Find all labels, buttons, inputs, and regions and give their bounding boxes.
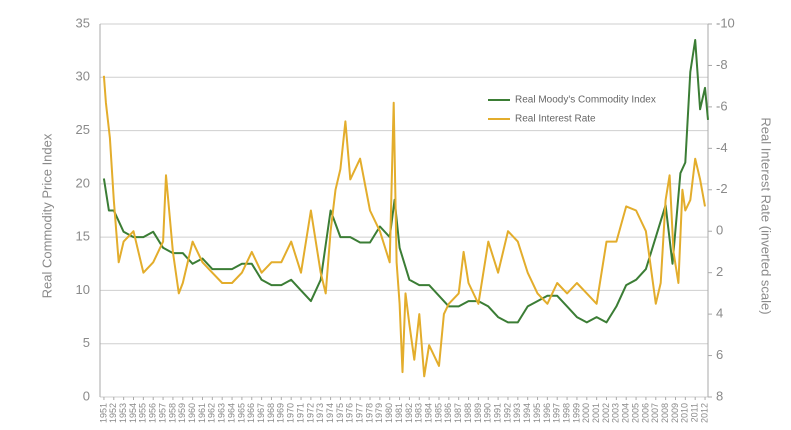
- x-tick-label: 1993: [512, 403, 522, 423]
- x-tick-label: 1979: [374, 403, 384, 423]
- y-tick-label: 30: [76, 69, 90, 84]
- y2-tick-label: 2: [716, 264, 723, 279]
- x-tick-label: 1960: [187, 403, 197, 423]
- y-tick-label: 20: [76, 175, 90, 190]
- x-tick-label: 1967: [256, 403, 266, 423]
- y2-tick-label: -4: [716, 140, 728, 155]
- x-tick-label: 1956: [148, 403, 158, 423]
- x-tick-label: 2009: [670, 403, 680, 423]
- x-tick-label: 1969: [276, 403, 286, 423]
- x-tick-label: 1988: [463, 403, 473, 423]
- x-tick-label: 1961: [197, 403, 207, 423]
- x-tick-label: 2003: [611, 403, 621, 423]
- x-tick-label: 1994: [522, 403, 532, 423]
- x-tick-label: 1963: [217, 403, 227, 423]
- x-tick-label: 1981: [394, 403, 404, 423]
- y2-tick-label: -8: [716, 57, 728, 72]
- y2-tick-label: 6: [716, 347, 723, 362]
- x-tick-label: 1965: [236, 403, 246, 423]
- x-tick-label: 1999: [571, 403, 581, 423]
- x-tick-label: 1984: [424, 403, 434, 423]
- x-tick-label: 1996: [542, 403, 552, 423]
- x-tick-label: 2000: [581, 403, 591, 423]
- x-tick-label: 2006: [640, 403, 650, 423]
- x-tick-label: 1954: [128, 403, 138, 423]
- x-tick-label: 1951: [98, 403, 108, 423]
- y2-axis-label: Real Interest Rate (inverted scale): [759, 117, 774, 314]
- x-tick-label: 1985: [433, 403, 443, 423]
- x-tick-label: 1986: [443, 403, 453, 423]
- x-tick-label: 1982: [404, 403, 414, 423]
- series-line: [102, 75, 706, 378]
- x-tick-label: 1966: [246, 403, 256, 423]
- x-tick-label: 1974: [325, 403, 335, 423]
- y-tick-label: 25: [76, 122, 90, 137]
- x-tick-label: 1972: [305, 403, 315, 423]
- y-tick-label: 15: [76, 229, 90, 244]
- x-tick-label: 2001: [591, 403, 601, 423]
- y-tick-label: 5: [83, 335, 90, 350]
- x-tick-label: 1990: [483, 403, 493, 423]
- x-tick-label: 2002: [601, 403, 611, 423]
- x-tick-label: 1991: [492, 403, 502, 423]
- x-tick-label: 1955: [138, 403, 148, 423]
- x-tick-label: 1997: [552, 403, 562, 423]
- x-tick-label: 1958: [167, 403, 177, 423]
- y2-tick-label: -10: [716, 15, 735, 30]
- x-tick-label: 1987: [453, 403, 463, 423]
- x-tick-label: 1998: [561, 403, 571, 423]
- x-tick-label: 1973: [315, 403, 325, 423]
- y2-tick-label: 8: [716, 388, 723, 403]
- x-tick-label: 1992: [502, 403, 512, 423]
- series-line: [102, 39, 709, 324]
- x-tick-label: 1970: [286, 403, 296, 423]
- x-tick-label: 1976: [345, 403, 355, 423]
- x-tick-label: 1962: [207, 403, 217, 423]
- y2-tick-label: 0: [716, 223, 723, 238]
- x-tick-label: 1975: [335, 403, 345, 423]
- x-tick-label: 1978: [364, 403, 374, 423]
- x-tick-label: 1989: [473, 403, 483, 423]
- x-tick-label: 1995: [532, 403, 542, 423]
- x-tick-label: 1964: [226, 403, 236, 423]
- x-tick-label: 1957: [157, 403, 167, 423]
- x-tick-label: 2011: [690, 403, 700, 422]
- x-tick-label: 1977: [355, 403, 365, 423]
- y2-tick-label: 4: [716, 306, 723, 321]
- y-tick-label: 10: [76, 282, 90, 297]
- x-tick-label: 1953: [118, 403, 128, 423]
- x-tick-label: 1983: [414, 403, 424, 423]
- x-tick-label: 2007: [650, 403, 660, 423]
- legend-label: Real Interest Rate: [515, 114, 596, 125]
- x-tick-label: 2012: [699, 403, 709, 423]
- y-tick-label: 0: [83, 388, 90, 403]
- y2-tick-label: -6: [716, 98, 728, 113]
- x-tick-label: 2008: [660, 403, 670, 423]
- y2-tick-label: -2: [716, 181, 728, 196]
- x-tick-label: 1959: [177, 403, 187, 423]
- x-tick-label: 1952: [108, 403, 118, 423]
- x-tick-label: 1968: [266, 403, 276, 423]
- y-tick-label: 35: [76, 15, 90, 30]
- x-tick-label: 2010: [680, 403, 690, 423]
- x-tick-label: 1980: [384, 403, 394, 423]
- x-tick-label: 2005: [630, 403, 640, 423]
- legend-label: Real Moody's Commodity Index: [515, 95, 656, 106]
- x-tick-label: 2004: [621, 403, 631, 423]
- y-axis-label: Real Commodity Price Index: [39, 133, 54, 298]
- x-tick-label: 1971: [295, 403, 305, 423]
